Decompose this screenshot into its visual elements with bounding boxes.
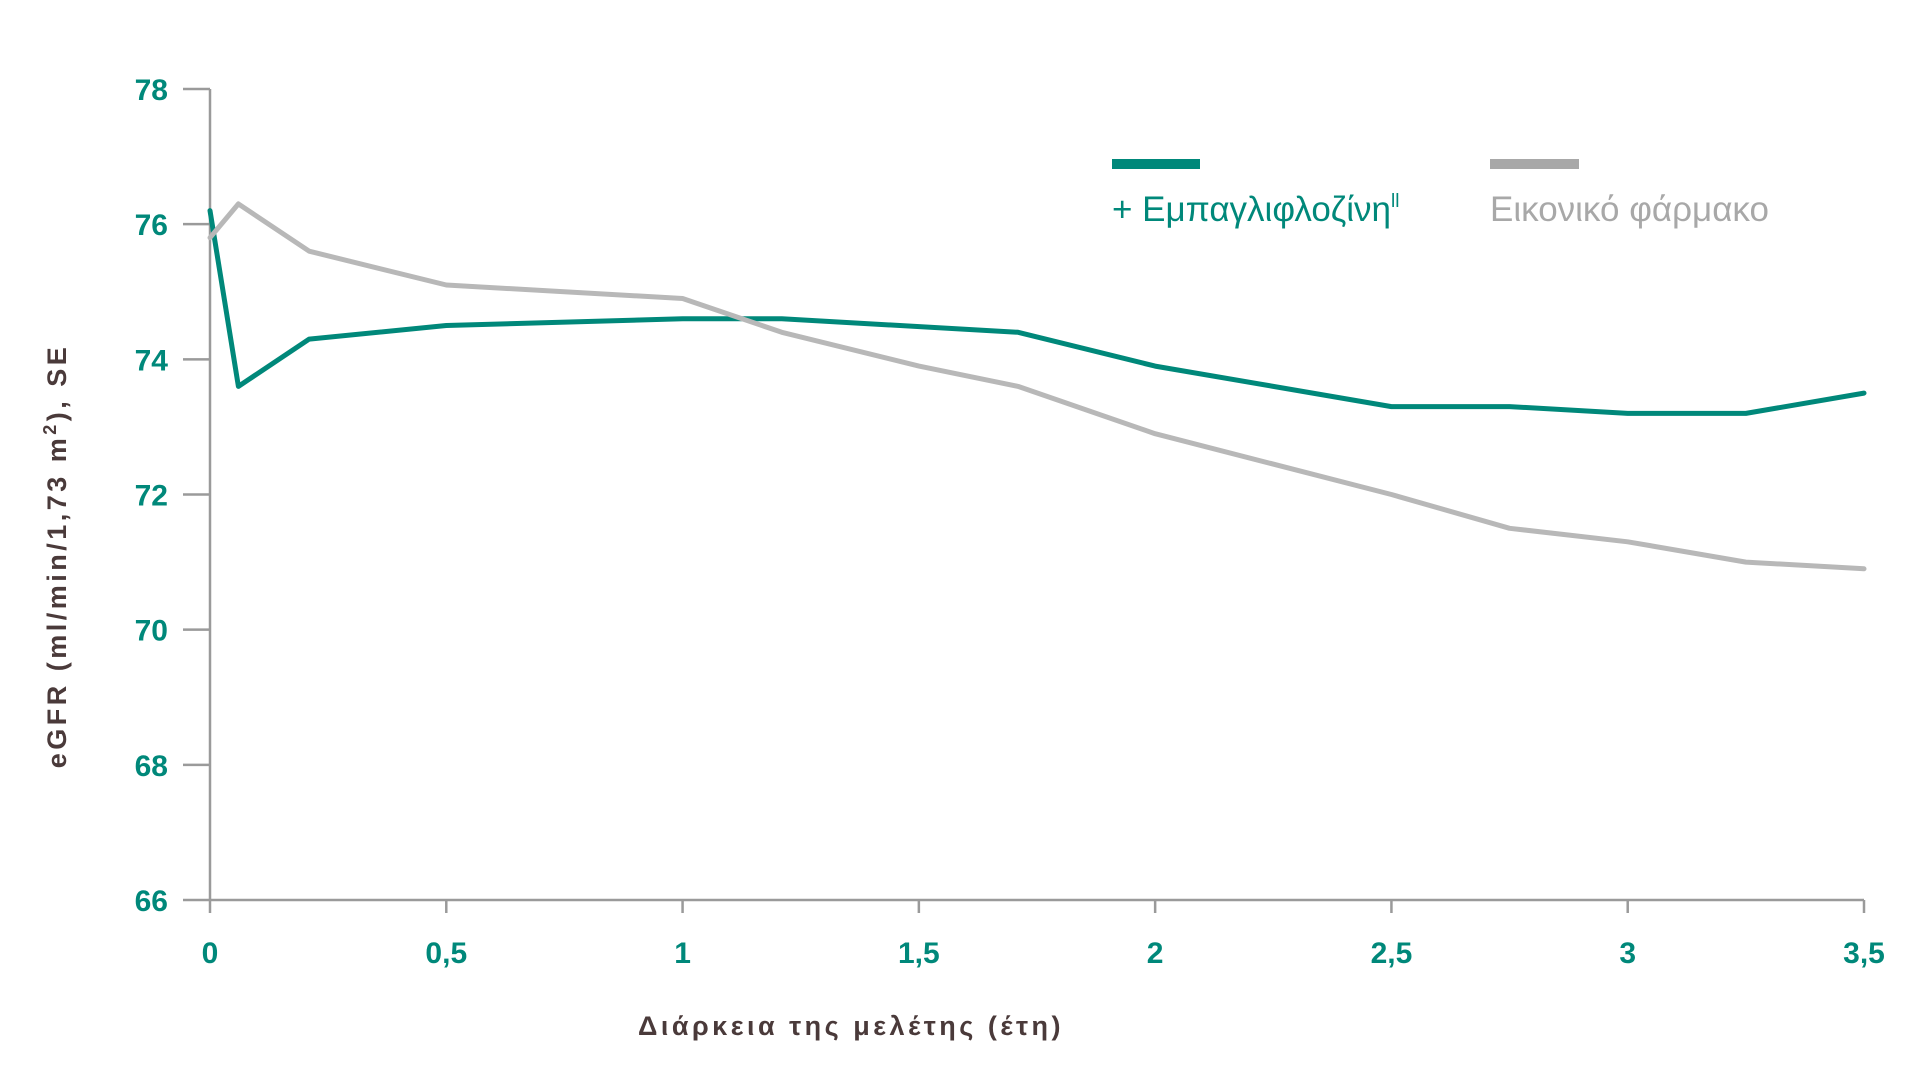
y-axis-title-tail: ), SE bbox=[42, 344, 72, 422]
x-tick-label-3,5: 3,5 bbox=[1843, 937, 1885, 970]
y-axis-title-main: eGFR (ml/min/1,73 m bbox=[42, 435, 72, 769]
y-tick-label-72: 72 bbox=[135, 480, 168, 513]
y-tick-label-78: 78 bbox=[135, 74, 168, 107]
y-tick-label-74: 74 bbox=[135, 344, 169, 377]
y-tick-label-66: 66 bbox=[135, 885, 168, 918]
x-tick-label-0: 0 bbox=[202, 937, 219, 970]
series-line-empagliflozin bbox=[207, 208, 1867, 416]
legend-label-empagliflozin-superscript: ll bbox=[1391, 191, 1399, 212]
x-ticks: 0 0,5 1 1,5 2 2,5 3 3,5 bbox=[202, 900, 1885, 970]
series-lines bbox=[207, 201, 1867, 572]
x-tick-label-0,5: 0,5 bbox=[425, 937, 467, 970]
y-axis-title: eGFR (ml/min/1,73 m2), SE bbox=[40, 344, 72, 769]
y-tick-label-70: 70 bbox=[135, 615, 168, 648]
y-axis-title-superscript: 2 bbox=[40, 421, 60, 435]
x-tick-label-2,5: 2,5 bbox=[1371, 937, 1413, 970]
legend: + Εμπαγλιφλοζίνηll Εικονικό φάρμακο bbox=[1112, 159, 1769, 229]
y-tick-label-68: 68 bbox=[135, 750, 168, 783]
legend-label-empagliflozin-main: + Εμπαγλιφλοζίνη bbox=[1112, 190, 1391, 229]
x-axis-title: Διάρκεια της μελέτης (έτη) bbox=[638, 1011, 1064, 1041]
legend-label-empagliflozin: + Εμπαγλιφλοζίνηll bbox=[1112, 190, 1399, 229]
legend-label-placebo: Εικονικό φάρμακο bbox=[1490, 190, 1769, 229]
x-tick-label-3: 3 bbox=[1619, 937, 1636, 970]
x-tick-label-1,5: 1,5 bbox=[898, 937, 940, 970]
y-tick-label-76: 76 bbox=[135, 209, 168, 242]
x-tick-label-1: 1 bbox=[674, 937, 691, 970]
y-ticks: 66 68 70 72 74 76 78 bbox=[135, 74, 210, 918]
series-line-placebo bbox=[207, 201, 1867, 572]
x-tick-label-2: 2 bbox=[1147, 937, 1164, 970]
